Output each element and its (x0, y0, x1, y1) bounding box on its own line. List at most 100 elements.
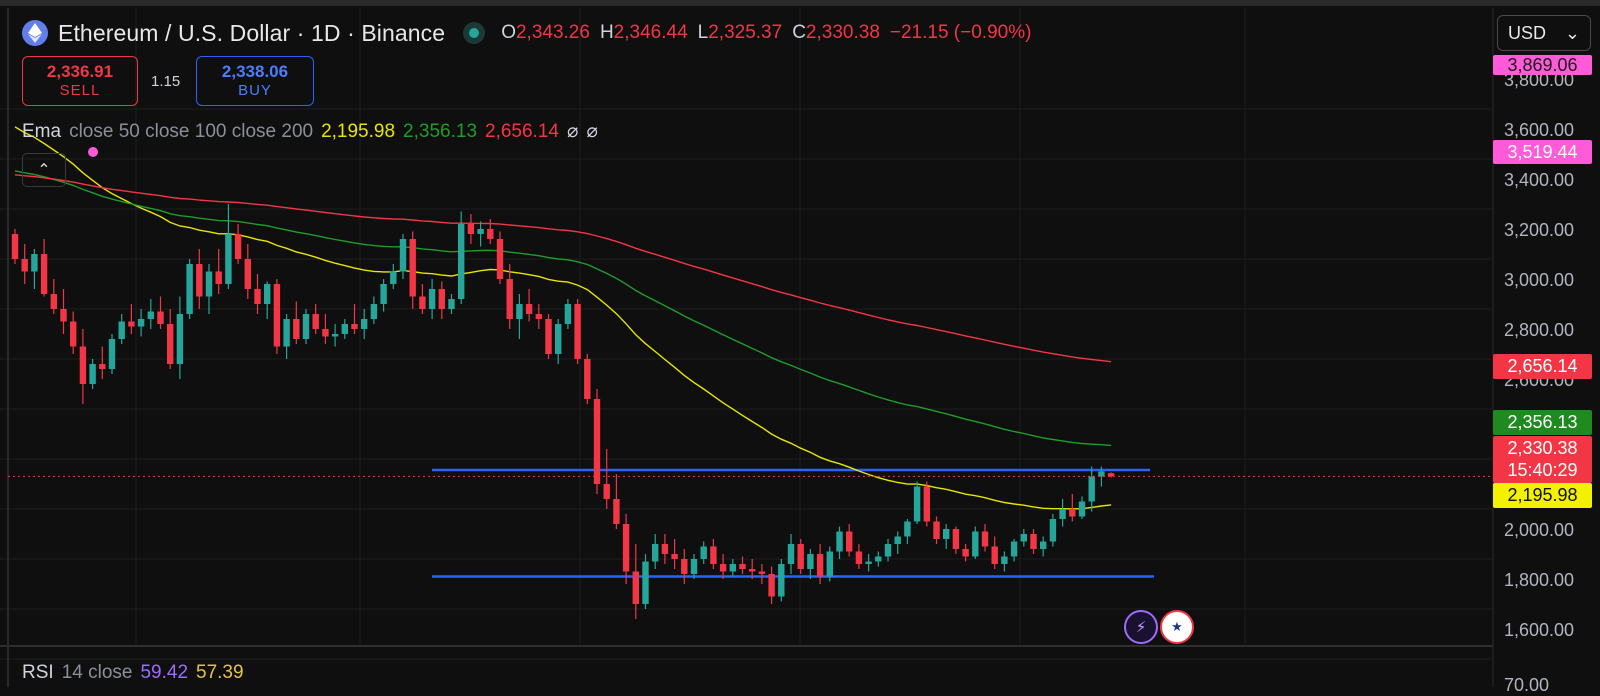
candle-body (234, 234, 242, 259)
last-price-tag: 2,330.38 15:40:29 (1493, 436, 1592, 483)
axis-tick: 3,600.00 (1504, 120, 1575, 140)
ema100-value: 2,356.13 (403, 120, 478, 142)
ema100-line (14, 170, 1112, 447)
change-value: −21.15 (−0.90%) (889, 22, 1032, 43)
candle-body (884, 544, 892, 557)
candle-body (865, 561, 872, 564)
candle-body (933, 521, 940, 539)
candle-body (1020, 534, 1027, 542)
candle-body (186, 264, 193, 314)
candle-body (176, 314, 184, 364)
buy-button[interactable]: 2,338.06 BUY (196, 56, 314, 106)
ema50-value: 2,195.98 (321, 120, 396, 142)
ema-lines (14, 126, 1112, 510)
candle-body (215, 271, 222, 284)
ema200-tag: 2,656.14 (1493, 354, 1592, 379)
candle-body (778, 564, 785, 597)
chevron-up-icon: ⌃ (37, 162, 51, 179)
symbol-title[interactable]: Ethereum / U.S. Dollar · 1D · Binance (58, 19, 446, 46)
candle-body (487, 229, 494, 239)
axis-tick: 3,400.00 (1504, 170, 1575, 190)
ohlc-values: O2,343.26 H2,346.44 L2,325.37 C2,330.38 … (501, 22, 1031, 44)
candle-body (496, 239, 504, 279)
candle-body (118, 321, 125, 339)
candle-body (681, 559, 688, 574)
alert-tag-high[interactable]: 3,869.06 (1493, 55, 1592, 75)
ema200-value: 2,656.14 (485, 120, 559, 142)
candle-body (50, 294, 57, 309)
axis-tick: 1,800.00 (1504, 570, 1575, 590)
spread-value: 1.15 (151, 73, 181, 90)
ai-assistant-icon[interactable]: ⚡ (1124, 610, 1158, 644)
candle-body (196, 264, 203, 297)
candle-body (603, 484, 610, 499)
candle-body (147, 311, 154, 319)
high-value: 2,346.44 (613, 22, 688, 43)
candle-body (525, 304, 533, 314)
candle-body (322, 329, 329, 337)
candle-body (1040, 541, 1047, 549)
candle-body (642, 561, 649, 604)
candle-body (613, 499, 620, 524)
candle-body (99, 364, 106, 369)
candle-body (31, 254, 38, 272)
candle-body (622, 524, 630, 572)
candle-body (399, 239, 407, 272)
bar-countdown: 15:40:29 (1507, 460, 1578, 480)
rsi-axis-tick: 70.00 (1504, 675, 1550, 695)
market-status-icon[interactable] (463, 22, 486, 44)
candle-body (467, 224, 475, 234)
candle-body (89, 364, 96, 384)
currency-value: USD (1508, 22, 1547, 43)
candle-body (710, 546, 717, 564)
ema-params: close 50 close 100 close 200 (69, 120, 314, 142)
candle-body (157, 311, 164, 324)
candle-body (137, 319, 145, 327)
candle-body (312, 314, 319, 329)
currency-select[interactable]: USD ⌄ (1497, 15, 1591, 51)
candle-body (1001, 556, 1008, 564)
candle-body (904, 521, 911, 537)
candle-body (545, 319, 552, 354)
candle-body (555, 324, 562, 354)
candle-body (244, 259, 251, 289)
candle-body (60, 309, 67, 322)
sell-button[interactable]: 2,336.91 SELL (22, 56, 138, 106)
collapse-legend-button[interactable]: ⌃ (22, 153, 66, 187)
candle-body (826, 551, 833, 577)
ethereum-icon[interactable] (22, 20, 48, 46)
candle-body (991, 546, 998, 564)
ema-na-icon: ⌀ (566, 121, 579, 142)
candle-body (1049, 519, 1057, 542)
candle-body (128, 321, 135, 327)
us-flag-icon[interactable]: ★ (1160, 610, 1194, 644)
ema-legend[interactable]: Ema close 50 close 100 close 200 2,195.9… (22, 120, 598, 143)
candle-body (293, 319, 300, 339)
candle-body (564, 304, 572, 324)
candle-body (458, 224, 465, 299)
candle-body (302, 314, 310, 339)
candle-body (846, 531, 853, 552)
candle-body (632, 571, 639, 604)
rsi-ma-value: 57.39 (196, 662, 244, 683)
candle-body (1069, 509, 1076, 517)
candle-body (729, 564, 736, 572)
ema-name: Ema (22, 120, 62, 142)
candle-body (700, 546, 707, 559)
candle-body (962, 549, 969, 557)
candle-body (438, 289, 445, 309)
candle-body (875, 556, 882, 562)
alert-tag[interactable]: 3,519.44 (1493, 140, 1592, 164)
candle-body (361, 319, 368, 329)
ema100-tag: 2,356.13 (1493, 410, 1592, 435)
axis-tick: 2,800.00 (1504, 320, 1575, 340)
candle-body (477, 229, 484, 234)
close-value: 2,330.38 (805, 22, 880, 43)
candle-body (21, 259, 28, 272)
candle-body (506, 279, 513, 319)
rsi-legend[interactable]: RSI 14 close 59.42 57.39 (22, 662, 244, 684)
candle-body (749, 569, 756, 572)
candle-body (380, 284, 387, 304)
candle-body (205, 271, 213, 297)
